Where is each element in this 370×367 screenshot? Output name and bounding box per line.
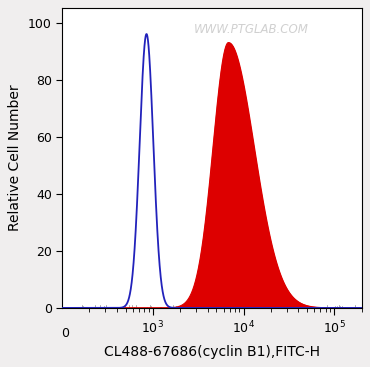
Y-axis label: Relative Cell Number: Relative Cell Number — [9, 85, 22, 232]
Text: WWW.PTGLAB.COM: WWW.PTGLAB.COM — [194, 23, 308, 36]
Text: 0: 0 — [61, 327, 69, 341]
X-axis label: CL488-67686(cyclin B1),FITC-H: CL488-67686(cyclin B1),FITC-H — [104, 345, 320, 359]
